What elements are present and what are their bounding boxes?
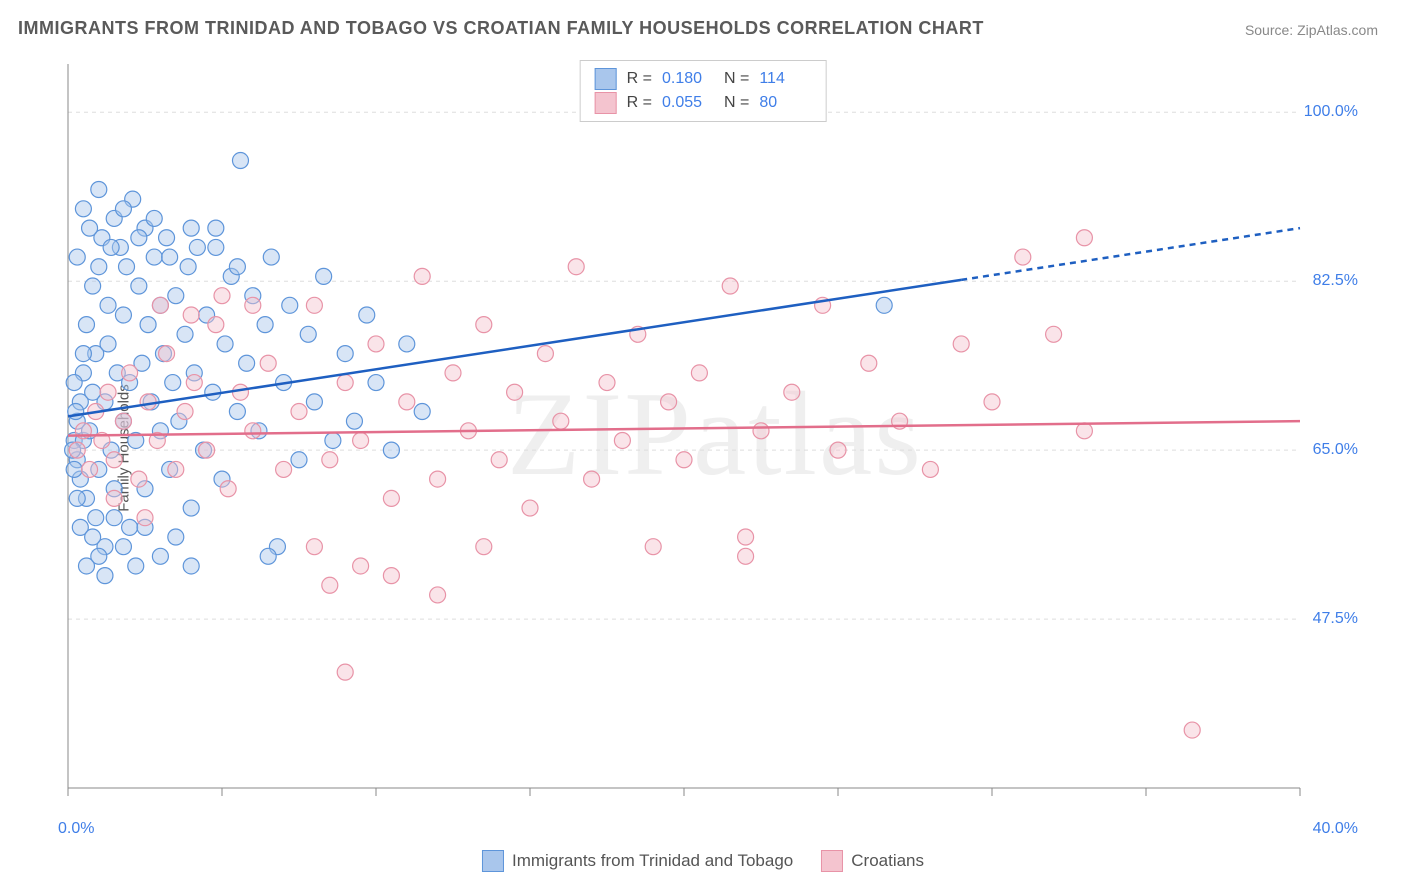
legend-item-series2: Croatians [821,850,924,872]
x-tick-label-min: 0.0% [58,820,94,838]
legend-label-series2: Croatians [851,851,924,871]
stats-row-series1: R = 0.180 N = 114 [595,67,812,91]
swatch-series1 [482,850,504,872]
y-tick-label: 82.5% [1313,272,1358,290]
n-label: N = [724,67,749,91]
n-value-series2: 80 [759,91,811,115]
plot-area: Family Households ZIPatlas 47.5% 65.0% 8… [50,58,1380,838]
legend-label-series1: Immigrants from Trinidad and Tobago [512,851,793,871]
x-tick-label-max: 40.0% [1313,820,1358,838]
correlation-stats-box: R = 0.180 N = 114 R = 0.055 N = 80 [580,60,827,122]
swatch-series2 [821,850,843,872]
y-tick-label: 100.0% [1304,103,1358,121]
swatch-series1 [595,68,617,90]
chart-title: IMMIGRANTS FROM TRINIDAD AND TOBAGO VS C… [18,18,984,39]
bottom-legend: Immigrants from Trinidad and Tobago Croa… [482,850,924,872]
r-label: R = [627,91,652,115]
r-label: R = [627,67,652,91]
r-value-series2: 0.055 [662,91,714,115]
y-tick-label: 65.0% [1313,441,1358,459]
scatter-chart [50,58,1380,838]
stats-row-series2: R = 0.055 N = 80 [595,91,812,115]
n-label: N = [724,91,749,115]
y-tick-label: 47.5% [1313,610,1358,628]
n-value-series1: 114 [759,67,811,91]
source-attribution: Source: ZipAtlas.com [1245,22,1378,38]
swatch-series2 [595,92,617,114]
legend-item-series1: Immigrants from Trinidad and Tobago [482,850,793,872]
r-value-series1: 0.180 [662,67,714,91]
